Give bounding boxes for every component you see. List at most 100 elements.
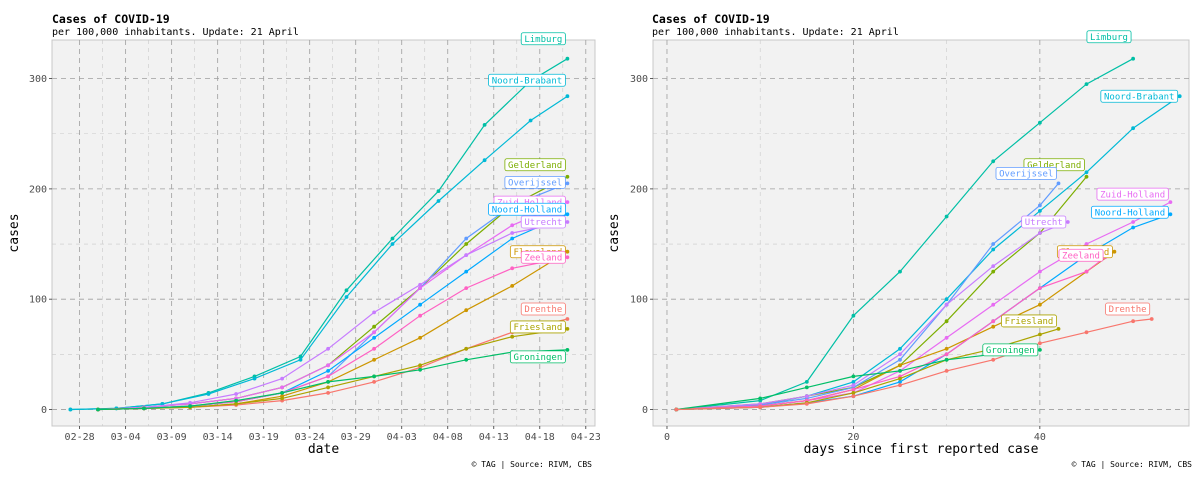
series-label-text: Friesland <box>513 323 562 333</box>
data-point <box>1131 126 1135 131</box>
data-point <box>898 269 902 274</box>
data-point <box>991 357 996 362</box>
data-point <box>991 324 996 329</box>
data-point <box>944 319 949 324</box>
series-label-box <box>1086 30 1132 44</box>
series-label-box <box>1091 205 1169 219</box>
series-label: Limburg <box>1086 30 1132 44</box>
data-point <box>1084 174 1089 179</box>
data-point <box>280 376 284 381</box>
data-point <box>991 302 996 307</box>
data-point <box>851 387 856 392</box>
y-axis-title: cases <box>7 213 22 252</box>
chart-by-date: 0 100 200 300 02-28 03-04 03-09 03-14 03-19 03-24… <box>7 32 600 457</box>
data-point <box>1056 181 1061 186</box>
data-point <box>991 159 996 164</box>
data-point <box>1084 330 1089 335</box>
data-point <box>510 334 515 339</box>
series-label: Zuid-Holland <box>1096 187 1169 201</box>
x-tick-label: 04-18 <box>525 432 555 443</box>
data-point <box>326 369 330 373</box>
data-point <box>280 385 284 390</box>
data-point <box>344 288 349 293</box>
data-point <box>1131 225 1135 230</box>
data-point <box>1084 170 1089 175</box>
data-point <box>372 330 376 335</box>
data-point <box>1038 341 1042 346</box>
data-point <box>1177 94 1182 99</box>
y-tick-label: 0 <box>642 405 648 416</box>
data-point <box>898 376 902 381</box>
series-label-text: Zeeland <box>1062 251 1100 261</box>
x-tick-label: 20 <box>847 432 859 443</box>
data-point <box>898 380 902 384</box>
series-label-text: Overijssel <box>508 179 562 189</box>
data-point <box>418 286 422 290</box>
series-label-text: Overijssel <box>999 170 1053 180</box>
data-point <box>1056 327 1061 331</box>
data-point <box>1084 269 1089 274</box>
data-point <box>851 374 856 379</box>
series-label-text: Zuid-Holland <box>1100 190 1165 200</box>
data-point <box>565 174 570 179</box>
source-caption: © TAG | Source: RIVM, CBS <box>471 460 592 469</box>
data-point <box>418 282 422 287</box>
data-point <box>68 407 73 412</box>
data-point <box>464 242 469 246</box>
data-point <box>991 247 996 252</box>
series-label: Gelderland <box>504 158 566 172</box>
data-point <box>464 286 469 290</box>
y-tick-label: 200 <box>29 184 47 195</box>
data-point <box>1168 212 1173 217</box>
data-point <box>565 200 570 205</box>
data-point <box>280 391 284 395</box>
x-tick-label: 03-19 <box>249 432 279 443</box>
series-label-box <box>982 343 1039 357</box>
data-point <box>1168 200 1173 205</box>
x-tick-label: 04-03 <box>387 432 417 443</box>
series-label: Noord-Brabant <box>1100 89 1179 103</box>
data-point <box>565 181 570 186</box>
series-label-box <box>509 350 566 364</box>
data-point <box>1038 209 1042 213</box>
data-point <box>565 249 570 254</box>
data-point <box>804 402 809 406</box>
series-label-text: Drenthe <box>524 305 562 315</box>
series-label-box <box>1100 89 1179 103</box>
series-label-text: Groningen <box>986 346 1035 356</box>
series-label: Friesland <box>1001 314 1057 328</box>
x-tick-label: 04-13 <box>479 432 509 443</box>
series-label-box <box>520 250 566 264</box>
series-label: Noord-Holland <box>488 202 566 216</box>
data-point <box>804 385 809 390</box>
x-axis-title: days since first reported case <box>804 442 1039 457</box>
series-labels: Limburg Noord-Brabant Gelderland Overijssel… <box>488 32 566 364</box>
data-point <box>898 369 902 373</box>
series-label: Groningen <box>509 350 566 364</box>
data-point <box>372 310 376 315</box>
data-point <box>898 383 902 388</box>
series-label-text: Noord-Brabant <box>1104 92 1174 102</box>
data-point <box>851 394 856 399</box>
data-point <box>804 380 809 384</box>
data-point <box>991 264 996 268</box>
data-point <box>528 118 533 123</box>
data-point <box>898 352 902 357</box>
data-point <box>851 391 856 395</box>
plot-background <box>51 39 596 427</box>
data-point <box>326 380 330 384</box>
data-point <box>1038 348 1042 352</box>
data-point <box>1131 56 1135 61</box>
series-label-box <box>1001 314 1057 328</box>
series-group <box>674 56 1182 412</box>
series-line <box>676 58 1134 411</box>
data-point <box>898 357 902 362</box>
y-tick-label: 100 <box>29 295 47 306</box>
data-point <box>234 392 239 396</box>
data-point <box>851 313 856 318</box>
series-label-text: Noord-Holland <box>492 205 562 215</box>
data-point <box>326 391 330 395</box>
series-label: Limburg <box>520 32 566 46</box>
data-point <box>565 212 570 217</box>
series-label-text: Limburg <box>1090 33 1128 43</box>
